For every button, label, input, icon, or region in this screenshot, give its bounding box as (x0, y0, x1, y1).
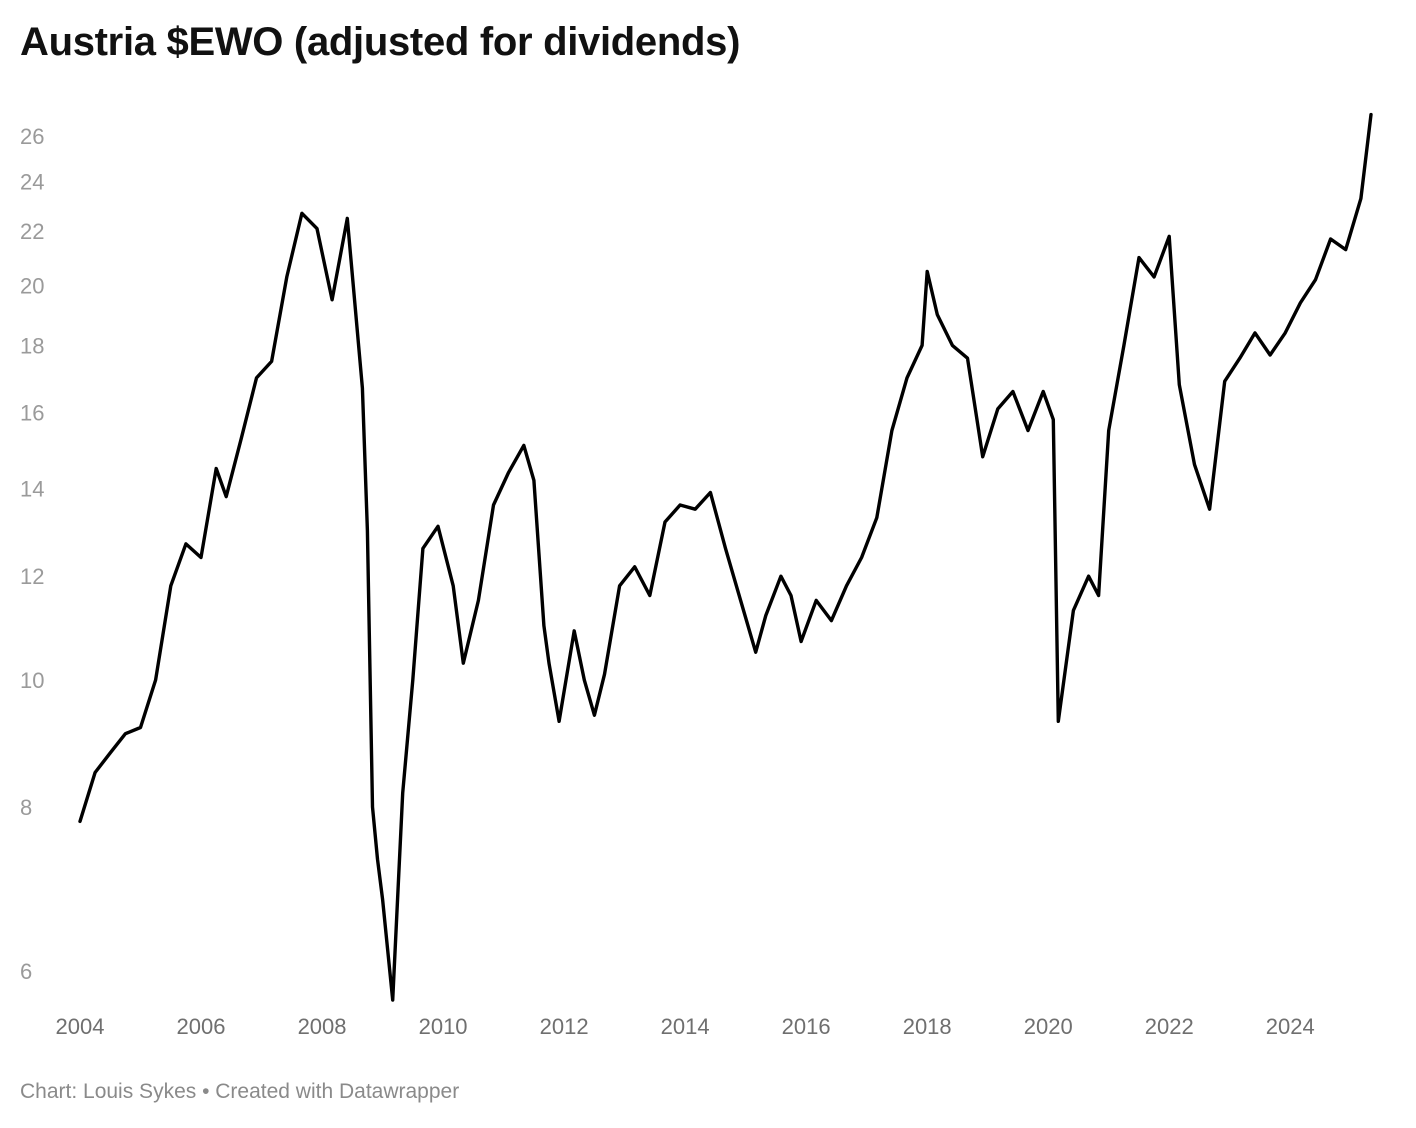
x-tick-label: 2004 (56, 1014, 105, 1039)
chart-title: Austria $EWO (adjusted for dividends) (20, 20, 741, 64)
x-axis: 2004 2006 2008 2010 2012 2014 2016 2018 2020 2022… (56, 1014, 1315, 1039)
y-tick-label: 6 (20, 959, 32, 984)
y-tick-label: 8 (20, 795, 32, 820)
y-tick-label: 20 (20, 273, 44, 298)
y-tick-label: 14 (20, 476, 44, 501)
x-tick-label: 2016 (782, 1014, 831, 1039)
chart-footer: Chart: Louis Sykes • Created with Datawr… (20, 1080, 460, 1103)
y-tick-label: 12 (20, 564, 44, 589)
y-tick-label: 16 (20, 400, 44, 425)
y-tick-label: 24 (20, 170, 44, 195)
x-tick-label: 2014 (661, 1014, 710, 1039)
x-tick-label: 2024 (1266, 1014, 1315, 1039)
x-tick-label: 2010 (419, 1014, 468, 1039)
x-tick-label: 2018 (903, 1014, 952, 1039)
y-tick-label: 26 (20, 124, 44, 149)
x-tick-label: 2022 (1145, 1014, 1194, 1039)
x-tick-label: 2006 (177, 1014, 226, 1039)
x-tick-label: 2012 (540, 1014, 589, 1039)
y-tick-label: 22 (20, 219, 44, 244)
x-tick-label: 2008 (298, 1014, 347, 1039)
x-tick-label: 2020 (1024, 1014, 1073, 1039)
y-axis: 6 8 10 12 14 16 18 20 22 24 26 (20, 124, 44, 984)
y-tick-label: 18 (20, 333, 44, 358)
series-line (78, 112, 1373, 1002)
y-tick-label: 10 (20, 668, 44, 693)
